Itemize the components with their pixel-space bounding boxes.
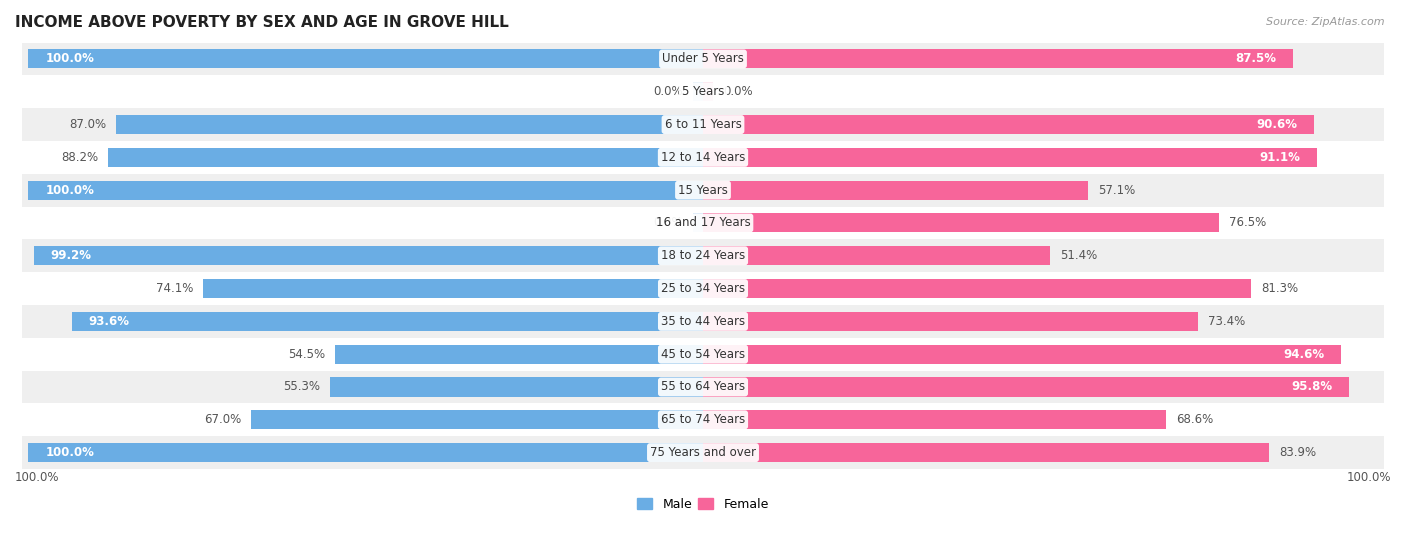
Text: Source: ZipAtlas.com: Source: ZipAtlas.com: [1267, 17, 1385, 27]
Text: Under 5 Years: Under 5 Years: [662, 53, 744, 65]
Bar: [21, 436, 1385, 469]
Bar: [703, 148, 1317, 167]
Text: 55.3%: 55.3%: [283, 381, 321, 394]
Bar: [28, 49, 703, 68]
Text: 54.5%: 54.5%: [288, 348, 325, 361]
Bar: [703, 443, 1268, 462]
Text: 51.4%: 51.4%: [1060, 249, 1097, 262]
Bar: [703, 181, 1088, 200]
Text: 73.4%: 73.4%: [1208, 315, 1246, 328]
Text: 0.0%: 0.0%: [654, 85, 683, 98]
Text: 18 to 24 Years: 18 to 24 Years: [661, 249, 745, 262]
Bar: [204, 279, 703, 298]
Bar: [703, 279, 1251, 298]
Text: 6 to 11 Years: 6 to 11 Years: [665, 118, 741, 131]
Text: 45 to 54 Years: 45 to 54 Years: [661, 348, 745, 361]
Text: 93.6%: 93.6%: [89, 315, 129, 328]
Text: INCOME ABOVE POVERTY BY SEX AND AGE IN GROVE HILL: INCOME ABOVE POVERTY BY SEX AND AGE IN G…: [15, 15, 509, 30]
Bar: [21, 239, 1385, 272]
Text: 90.6%: 90.6%: [1256, 118, 1298, 131]
Bar: [108, 148, 703, 167]
Bar: [252, 410, 703, 429]
Bar: [703, 49, 1294, 68]
Bar: [117, 115, 703, 134]
Text: 75 Years and over: 75 Years and over: [650, 446, 756, 459]
Text: 0.0%: 0.0%: [723, 85, 752, 98]
Bar: [21, 141, 1385, 174]
Text: 35 to 44 Years: 35 to 44 Years: [661, 315, 745, 328]
Text: 94.6%: 94.6%: [1284, 348, 1324, 361]
Text: 100.0%: 100.0%: [45, 53, 94, 65]
Bar: [703, 410, 1166, 429]
Bar: [703, 214, 1219, 233]
Bar: [21, 42, 1385, 75]
Bar: [21, 404, 1385, 436]
Text: 74.1%: 74.1%: [156, 282, 193, 295]
Bar: [703, 312, 1198, 331]
Text: 87.5%: 87.5%: [1236, 53, 1277, 65]
Bar: [21, 305, 1385, 338]
Legend: Male, Female: Male, Female: [633, 493, 773, 516]
Bar: [21, 174, 1385, 207]
Bar: [703, 377, 1350, 396]
Text: 100.0%: 100.0%: [45, 184, 94, 197]
Bar: [336, 345, 703, 364]
Text: 5 Years: 5 Years: [682, 85, 724, 98]
Bar: [21, 75, 1385, 108]
Text: 99.2%: 99.2%: [51, 249, 91, 262]
Text: 76.5%: 76.5%: [1229, 216, 1267, 229]
Text: 87.0%: 87.0%: [69, 118, 105, 131]
Text: 16 and 17 Years: 16 and 17 Years: [655, 216, 751, 229]
Text: 100.0%: 100.0%: [1347, 471, 1391, 484]
Bar: [21, 207, 1385, 239]
Bar: [21, 108, 1385, 141]
Text: 95.8%: 95.8%: [1291, 381, 1333, 394]
Text: 88.2%: 88.2%: [60, 151, 98, 164]
Bar: [21, 371, 1385, 404]
Text: 55 to 64 Years: 55 to 64 Years: [661, 381, 745, 394]
Text: 65 to 74 Years: 65 to 74 Years: [661, 413, 745, 427]
Text: 15 Years: 15 Years: [678, 184, 728, 197]
Bar: [21, 272, 1385, 305]
Text: 25 to 34 Years: 25 to 34 Years: [661, 282, 745, 295]
Text: 91.1%: 91.1%: [1260, 151, 1301, 164]
Bar: [703, 345, 1341, 364]
Bar: [703, 247, 1050, 266]
Bar: [72, 312, 703, 331]
Bar: [693, 214, 703, 233]
Text: 67.0%: 67.0%: [204, 413, 240, 427]
Text: 83.9%: 83.9%: [1279, 446, 1316, 459]
Bar: [21, 338, 1385, 371]
Bar: [693, 82, 703, 101]
Text: 0.0%: 0.0%: [654, 216, 683, 229]
Bar: [28, 181, 703, 200]
Text: 100.0%: 100.0%: [45, 446, 94, 459]
Text: 81.3%: 81.3%: [1261, 282, 1299, 295]
Bar: [34, 247, 703, 266]
Text: 12 to 14 Years: 12 to 14 Years: [661, 151, 745, 164]
Bar: [330, 377, 703, 396]
Text: 68.6%: 68.6%: [1175, 413, 1213, 427]
Bar: [703, 115, 1315, 134]
Text: 100.0%: 100.0%: [15, 471, 59, 484]
Text: 57.1%: 57.1%: [1098, 184, 1136, 197]
Bar: [28, 443, 703, 462]
Bar: [703, 82, 713, 101]
